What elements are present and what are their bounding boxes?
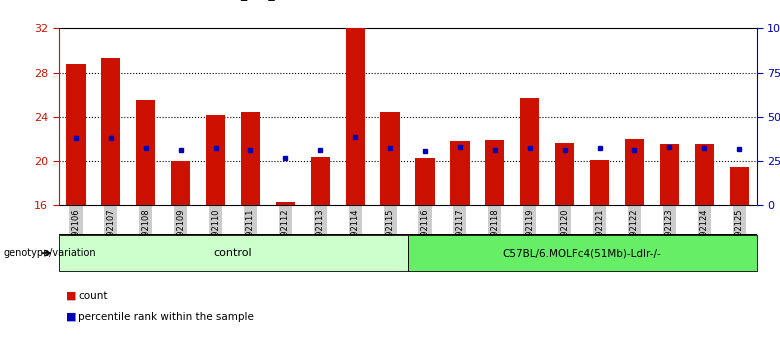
Bar (66, 64, 86, 205)
Bar (555, 143, 574, 205)
Text: count: count (78, 291, 108, 301)
Bar (520, 98, 539, 205)
Bar (729, 167, 749, 205)
Bar (101, 58, 120, 205)
Text: percentile rank within the sample: percentile rank within the sample (78, 312, 254, 322)
Bar (136, 100, 155, 205)
Bar (206, 115, 225, 205)
Bar (416, 158, 434, 205)
Text: genotype/variation: genotype/variation (4, 248, 97, 258)
Bar (450, 141, 470, 205)
Bar (381, 113, 399, 205)
Bar (241, 113, 260, 205)
Bar (590, 160, 609, 205)
Bar (485, 140, 505, 205)
Text: control: control (214, 248, 253, 258)
Bar (346, 28, 365, 205)
Bar (276, 202, 295, 205)
Bar (695, 144, 714, 205)
Bar (310, 157, 330, 205)
Bar (660, 144, 679, 205)
Text: ■: ■ (66, 312, 76, 322)
Bar (625, 139, 644, 205)
Text: C57BL/6.MOLFc4(51Mb)-Ldlr-/-: C57BL/6.MOLFc4(51Mb)-Ldlr-/- (502, 248, 661, 258)
Text: ■: ■ (66, 291, 76, 301)
Bar (171, 161, 190, 205)
